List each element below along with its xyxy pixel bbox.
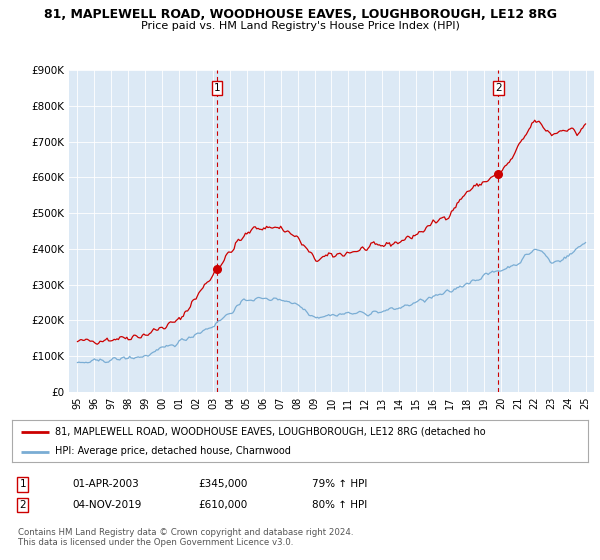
Text: 2: 2	[495, 83, 502, 93]
Text: 81, MAPLEWELL ROAD, WOODHOUSE EAVES, LOUGHBOROUGH, LE12 8RG (detached ho: 81, MAPLEWELL ROAD, WOODHOUSE EAVES, LOU…	[55, 427, 486, 437]
Text: 04-NOV-2019: 04-NOV-2019	[72, 500, 142, 510]
Text: HPI: Average price, detached house, Charnwood: HPI: Average price, detached house, Char…	[55, 446, 291, 456]
Text: 80% ↑ HPI: 80% ↑ HPI	[312, 500, 367, 510]
Text: 79% ↑ HPI: 79% ↑ HPI	[312, 479, 367, 489]
Text: 81, MAPLEWELL ROAD, WOODHOUSE EAVES, LOUGHBOROUGH, LE12 8RG: 81, MAPLEWELL ROAD, WOODHOUSE EAVES, LOU…	[44, 8, 557, 21]
Text: £610,000: £610,000	[198, 500, 247, 510]
Text: 1: 1	[19, 479, 26, 489]
Text: 2: 2	[19, 500, 26, 510]
Text: Contains HM Land Registry data © Crown copyright and database right 2024.
This d: Contains HM Land Registry data © Crown c…	[18, 528, 353, 547]
Text: 01-APR-2003: 01-APR-2003	[72, 479, 139, 489]
Text: £345,000: £345,000	[198, 479, 247, 489]
Text: Price paid vs. HM Land Registry's House Price Index (HPI): Price paid vs. HM Land Registry's House …	[140, 21, 460, 31]
Text: 1: 1	[214, 83, 220, 93]
